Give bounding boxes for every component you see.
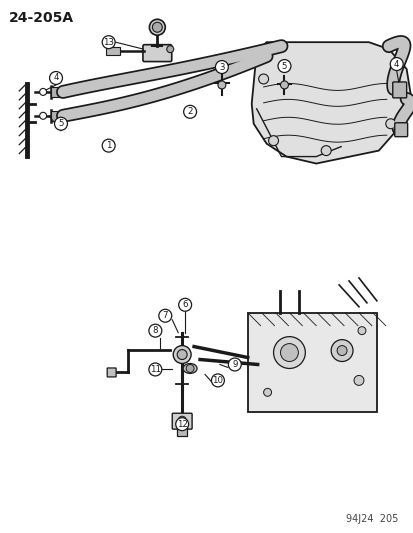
FancyBboxPatch shape (51, 87, 63, 97)
Text: 8: 8 (152, 326, 158, 335)
Text: 5: 5 (281, 61, 287, 70)
Text: 13: 13 (103, 38, 114, 47)
Text: 6: 6 (182, 300, 188, 309)
Circle shape (320, 146, 330, 156)
Circle shape (280, 344, 298, 361)
Text: 2: 2 (187, 107, 192, 116)
Circle shape (280, 81, 288, 89)
Text: 7: 7 (162, 311, 168, 320)
Circle shape (152, 22, 162, 32)
Circle shape (263, 389, 271, 397)
Circle shape (102, 36, 115, 49)
Text: 9: 9 (232, 360, 237, 369)
Circle shape (173, 345, 191, 364)
Circle shape (159, 309, 171, 322)
Circle shape (149, 363, 161, 376)
Circle shape (149, 19, 165, 35)
Circle shape (278, 60, 290, 72)
Text: 11: 11 (150, 365, 161, 374)
Circle shape (40, 112, 47, 119)
Circle shape (330, 340, 352, 361)
Circle shape (55, 117, 67, 130)
Circle shape (102, 139, 115, 152)
FancyBboxPatch shape (177, 427, 187, 436)
Text: 4: 4 (53, 74, 59, 83)
Circle shape (40, 88, 47, 95)
FancyBboxPatch shape (51, 111, 63, 121)
Circle shape (217, 81, 225, 89)
Circle shape (178, 416, 186, 424)
FancyBboxPatch shape (394, 123, 407, 136)
Circle shape (268, 136, 278, 146)
Text: 5: 5 (58, 119, 64, 128)
Circle shape (228, 358, 241, 371)
Circle shape (336, 345, 346, 356)
Text: 4: 4 (393, 60, 399, 69)
Circle shape (183, 106, 196, 118)
Text: 24-205A: 24-205A (9, 11, 74, 26)
Text: 3: 3 (218, 62, 224, 71)
Text: 94J24  205: 94J24 205 (346, 514, 398, 523)
Circle shape (357, 327, 365, 335)
Circle shape (258, 74, 268, 84)
Polygon shape (251, 42, 410, 164)
Circle shape (175, 418, 188, 431)
Circle shape (186, 365, 194, 373)
Circle shape (385, 119, 395, 129)
FancyBboxPatch shape (107, 368, 116, 377)
FancyBboxPatch shape (392, 82, 406, 98)
Text: 10: 10 (212, 376, 223, 385)
Circle shape (178, 298, 191, 311)
Circle shape (50, 71, 62, 84)
Text: 1: 1 (106, 141, 111, 150)
Ellipse shape (183, 364, 197, 374)
Circle shape (389, 58, 402, 70)
Circle shape (177, 350, 187, 360)
Circle shape (353, 375, 363, 385)
FancyBboxPatch shape (172, 413, 192, 429)
Circle shape (211, 374, 224, 387)
FancyBboxPatch shape (105, 47, 119, 55)
Text: 12: 12 (176, 419, 187, 429)
FancyBboxPatch shape (142, 45, 171, 62)
Circle shape (166, 46, 173, 53)
FancyBboxPatch shape (247, 313, 376, 412)
Circle shape (215, 61, 228, 74)
Circle shape (149, 324, 161, 337)
Circle shape (273, 337, 305, 368)
Circle shape (388, 74, 398, 84)
